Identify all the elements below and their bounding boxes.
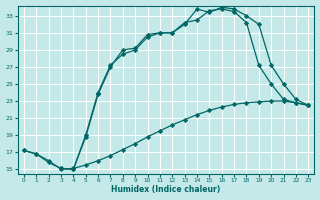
X-axis label: Humidex (Indice chaleur): Humidex (Indice chaleur) <box>111 185 221 194</box>
